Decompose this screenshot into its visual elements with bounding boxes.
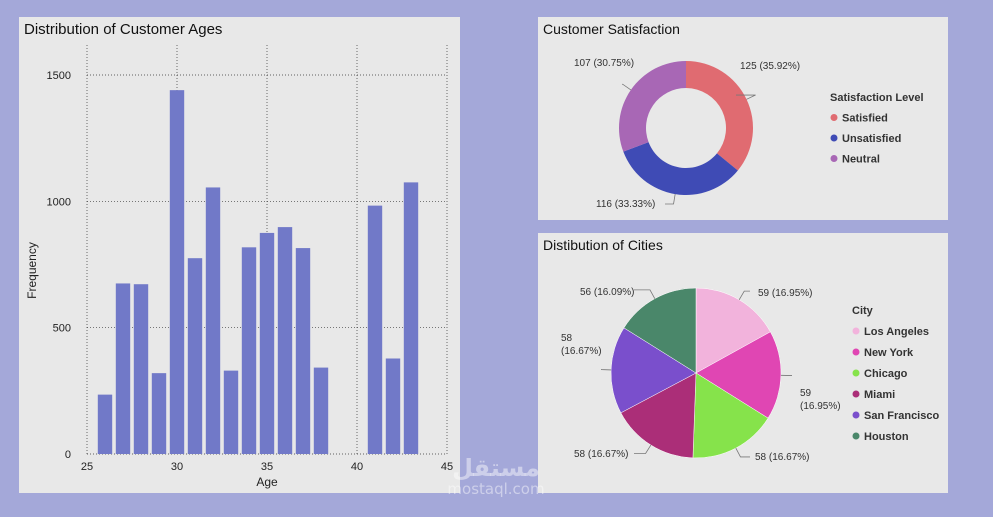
legend-marker [852,432,860,440]
data-label-percent: (16.67%) [561,346,602,357]
age-distribution-card: Distribution of Customer Ages 0 500 1000 15… [19,17,460,493]
leader-line [665,194,676,205]
legend-title: Satisfaction Level [830,92,924,104]
histogram-bar [151,373,167,454]
data-label: 125 (35.92%) [740,61,800,72]
x-tick-label: 30 [171,461,183,473]
leader-line [634,444,652,454]
data-label: 59 (16.95%) [758,288,812,299]
histogram-bar [133,284,149,454]
x-tick-label: 25 [81,461,93,473]
x-tick-label: 40 [351,461,363,473]
data-label-value: 59 [800,388,812,399]
histogram-bar [277,227,293,454]
y-tick-label: 1500 [47,70,71,82]
histogram-bar [259,232,275,454]
pie-slice [623,142,738,195]
pie-slice [686,61,753,171]
pie-slice [619,61,686,152]
watermark-arabic: مستقل [452,454,540,482]
cities-pie-chart: 59 (16.95%) 59 (16.95%) 58 (16.67%) 58 (16.6… [561,287,939,463]
histogram-bar [313,367,329,454]
data-label: 58 (16.67%) [755,452,809,463]
leader-line [736,94,756,100]
data-label: 116 (33.33%) [596,199,655,210]
legend-label: Unsatisfied [842,133,901,145]
watermark: مستقل mostaql.com [436,455,556,497]
satisfaction-chart-title: Customer Satisfaction [543,21,680,37]
watermark-latin: mostaql.com [447,480,545,498]
pie-slice [695,287,771,374]
histogram-bar [205,187,221,455]
legend-label: Chicago [864,368,908,380]
legend-marker [852,411,860,419]
age-histogram: 0 500 1000 1500 25 30 35 40 45 Age Frequency [25,45,453,489]
data-label-percent: (16.95%) [800,401,841,412]
data-label: 56 (16.09%) [580,287,634,298]
leader-line [735,447,750,458]
cities-card: Distibution of Cities 59 (16.95%) 59 (16.9… [538,233,948,493]
y-tick-label: 1000 [47,196,71,208]
legend-label: Satisfied [842,113,888,125]
x-axis-label: Age [256,475,278,489]
legend-marker [852,348,860,356]
legend-label: San Francisco [864,410,939,422]
legend-label: Los Angeles [864,326,929,338]
legend-label: Houston [864,431,909,443]
leader-line [634,289,656,299]
histogram-bar [295,248,311,454]
cities-chart-title: Distibution of Cities [543,237,663,253]
pie-slice [623,287,697,374]
legend-marker [830,155,838,162]
histogram-bar [223,370,239,454]
pie-slice [695,331,782,419]
x-tick-label: 45 [441,461,453,473]
y-tick-label: 500 [53,323,71,335]
legend-title: City [852,305,874,317]
histogram-bar [367,205,383,454]
leader-line [738,290,750,300]
leader-line [622,83,632,91]
legend-marker [852,327,860,335]
legend-marker [830,134,838,142]
legend-label: Neutral [842,154,880,166]
legend-label: Miami [864,389,895,401]
data-label: 107 (30.75%) [574,58,634,69]
legend-label: New York [864,347,914,359]
age-chart-title: Distribution of Customer Ages [24,21,223,38]
satisfaction-donut-chart: 125 (35.92%) 116 (33.33%) 107 (30.75%) Sati… [574,58,924,210]
satisfaction-card: Customer Satisfaction 125 (35.92%) 116 (3… [538,17,948,220]
data-label-value: 58 [561,333,573,344]
histogram-bar [169,90,185,454]
histogram-bar [115,283,131,454]
legend-marker [830,114,838,121]
legend-marker [852,390,860,398]
histogram-bar [187,258,203,454]
histogram-bar [403,182,419,454]
histogram-bar [97,394,113,454]
histogram-bar [385,358,401,454]
histogram-bar [241,247,257,454]
y-axis-label: Frequency [25,242,39,299]
legend-marker [852,369,860,377]
x-tick-label: 35 [261,461,273,473]
data-label: 58 (16.67%) [574,449,628,460]
y-tick-label: 0 [65,449,71,461]
